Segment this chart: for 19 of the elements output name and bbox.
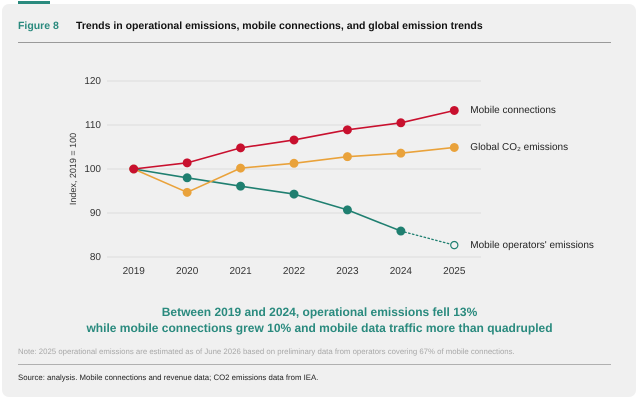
x-tick-label: 2019 (122, 266, 146, 277)
y-tick-label: 90 (90, 208, 102, 219)
x-tick-label: 2021 (229, 266, 252, 277)
x-tick-label: 2024 (390, 266, 412, 277)
x-tick-label: 2022 (282, 266, 306, 277)
series-label: Mobile operators' emissions (470, 240, 594, 251)
x-tick-label: 2020 (176, 266, 199, 277)
x-tick-label: 2025 (443, 266, 466, 277)
x-tick-label: 2023 (336, 266, 359, 277)
y-axis-title: Index, 2019 = 100 (68, 132, 78, 206)
y-tick-label: 110 (85, 120, 102, 131)
y-tick-label: 100 (84, 164, 102, 175)
series-label: Mobile connections (470, 105, 556, 116)
caption: Figure 8 (18, 20, 59, 32)
text: Between 2019 and 2024, operational emissions fell 13% while mobile connections grew 10% and mobile data traffic more than quadrupled (85, 304, 554, 336)
series-label: Global CO₂ emissions (470, 142, 568, 154)
chart-title: Trends in operational emissions, mobile connections, and global emission trends (76, 20, 483, 32)
y-tick-label: 80 (90, 252, 102, 263)
y-tick-label: 120 (84, 76, 102, 87)
